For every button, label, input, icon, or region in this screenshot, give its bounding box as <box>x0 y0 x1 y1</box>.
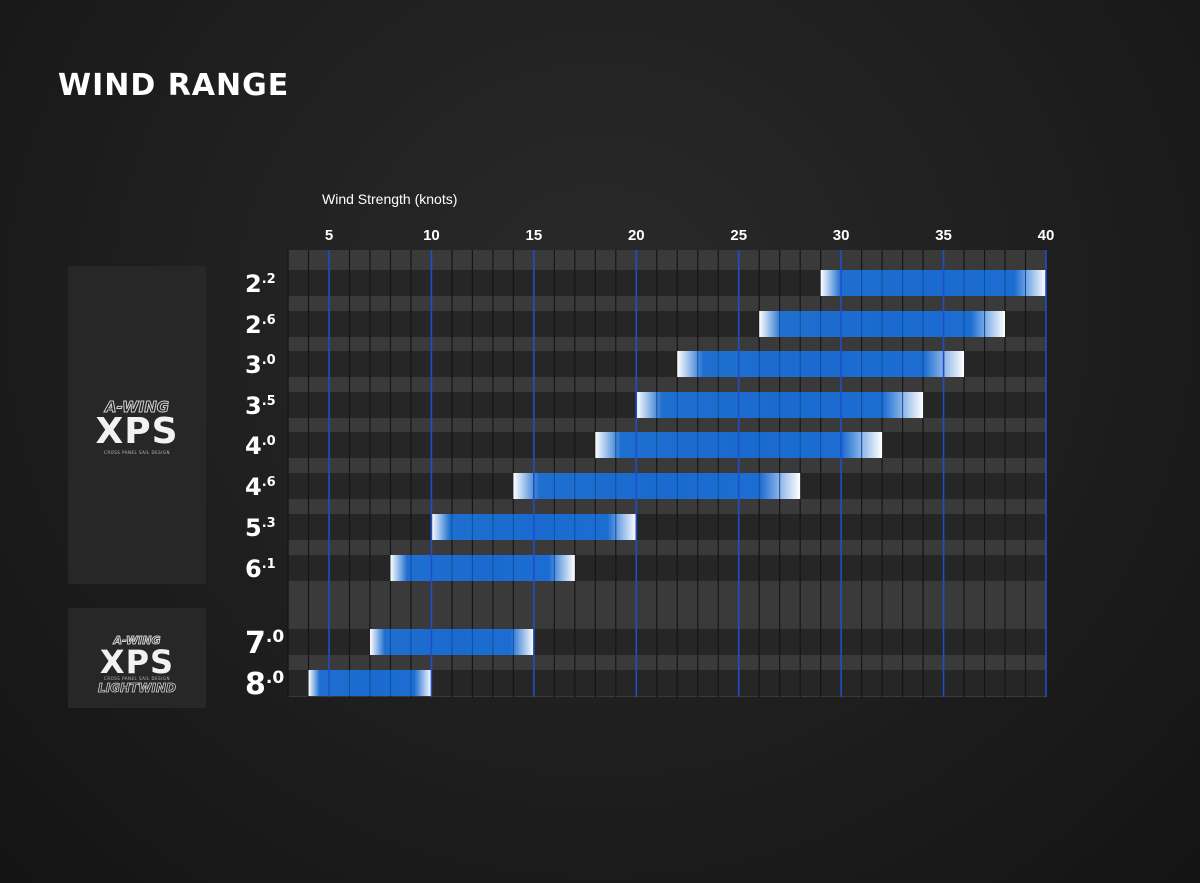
x-tick-label: 40 <box>1038 227 1055 244</box>
brand-top-text: A-WING <box>113 634 161 648</box>
sail-size-label: 3.0 <box>245 351 276 379</box>
sail-size-label: 4.6 <box>245 473 276 501</box>
x-tick-label: 15 <box>526 227 543 244</box>
sail-size-label: 7.0 <box>245 626 284 661</box>
brand-panel-xps-lightwind: A-WING XPS CROSS PANEL SAIL DESIGN LIGHT… <box>68 608 206 708</box>
sail-size-label: 2.6 <box>245 311 276 339</box>
row-band <box>288 514 1046 540</box>
brand-tagline: CROSS PANEL SAIL DESIGN <box>104 676 170 681</box>
sail-size-label: 6.1 <box>245 555 276 583</box>
wind-range-bar <box>390 555 575 581</box>
page-title: WIND RANGE <box>58 68 290 103</box>
x-tick-label: 25 <box>730 227 747 244</box>
brand-panel-xps: A-WING XPS CROSS PANEL SAIL DESIGN <box>68 266 206 584</box>
x-tick-label: 5 <box>325 227 333 244</box>
sail-size-label: 3.5 <box>245 392 276 420</box>
sail-size-label: 5.3 <box>245 514 276 542</box>
x-tick-label: 30 <box>833 227 850 244</box>
brand-logo-text: XPS <box>95 411 179 452</box>
x-tick-label: 35 <box>935 227 952 244</box>
wind-range-bar <box>820 270 1046 296</box>
sail-size-label: 8.0 <box>245 667 284 702</box>
x-tick-label: 20 <box>628 227 645 244</box>
sail-size-label: 4.0 <box>245 432 276 460</box>
sail-size-label: 2.2 <box>245 270 276 298</box>
x-tick-label: 10 <box>423 227 440 244</box>
brand-top-text: A-WING <box>104 398 170 417</box>
brand-tagline: CROSS PANEL SAIL DESIGN <box>104 450 170 455</box>
brand-logo-text: XPS <box>99 643 175 681</box>
x-axis-title: Wind Strength (knots) <box>322 191 457 207</box>
brand-lightwind-text: LIGHTWIND <box>98 681 177 696</box>
